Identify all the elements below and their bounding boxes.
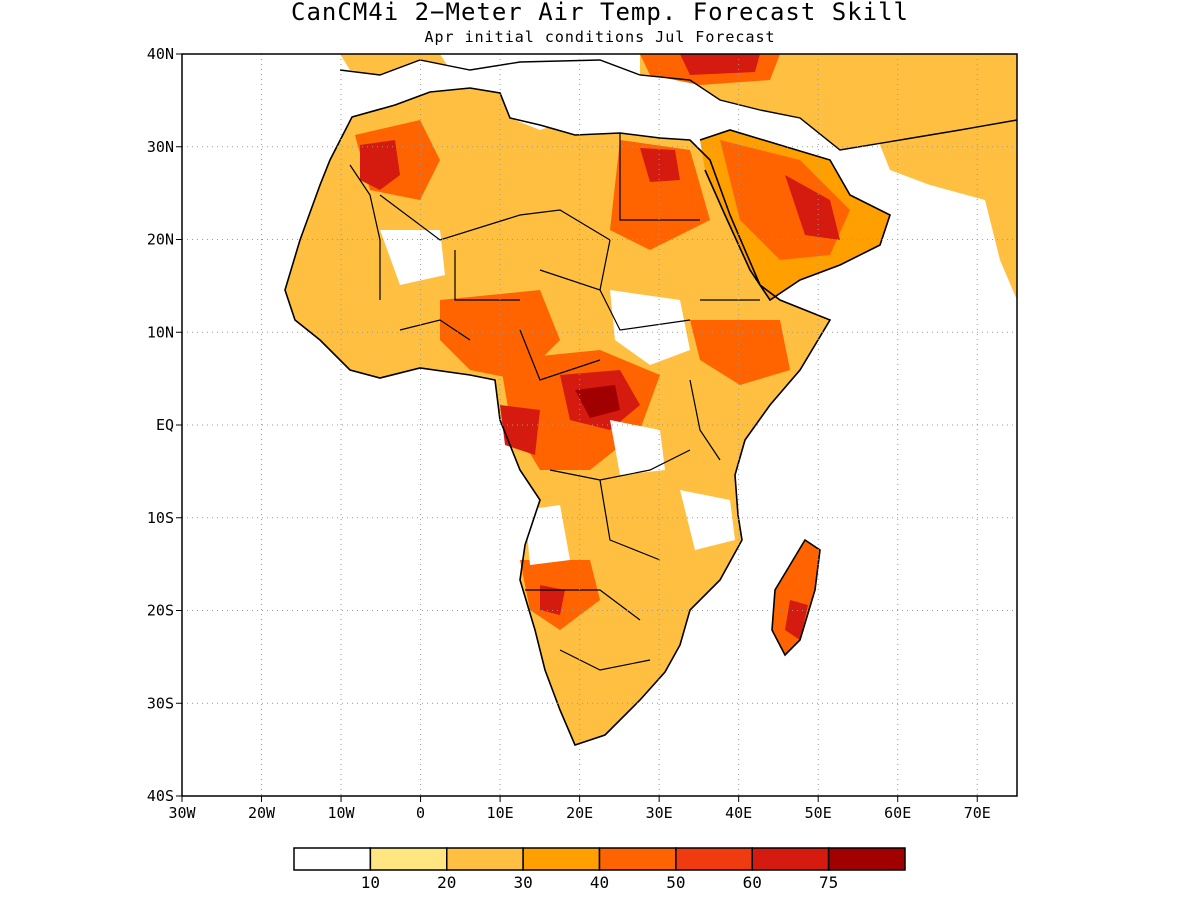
legend-swatch — [293, 847, 372, 871]
lon-label: 20W — [248, 804, 276, 822]
legend-swatch — [675, 847, 753, 871]
lat-label: 10N — [147, 323, 174, 341]
map-subtitle: Apr initial conditions Jul Forecast — [424, 28, 776, 46]
skill-patch — [360, 140, 400, 190]
country-borders — [349, 133, 760, 671]
skill-patch — [610, 140, 710, 250]
skill-patch — [680, 54, 760, 75]
arabia-coastline — [699, 129, 891, 302]
legend-label: 50 — [666, 873, 685, 892]
lon-label: 40E — [725, 804, 752, 822]
lon-label: 30W — [168, 804, 196, 822]
legend-swatch — [446, 847, 524, 871]
madagascar-fill — [772, 540, 820, 655]
lon-label: 50E — [805, 804, 832, 822]
legend-label: 30 — [513, 873, 532, 892]
legend-swatch — [751, 847, 830, 871]
skill-patch — [500, 405, 540, 455]
legend-swatch — [827, 847, 906, 871]
asia-fill — [870, 100, 1017, 300]
lat-label: 20N — [147, 231, 174, 249]
legend-label: 60 — [743, 873, 762, 892]
legend-label: 10 — [361, 873, 380, 892]
low-skill-patch — [610, 420, 665, 475]
lat-label: 40S — [147, 787, 174, 805]
low-skill-patch — [610, 290, 690, 365]
lon-label: 10W — [328, 804, 356, 822]
lon-label: 0 — [416, 804, 425, 822]
map-content — [284, 54, 1017, 746]
low-skill-patch — [525, 505, 570, 565]
low-skill-patch — [440, 54, 640, 130]
lon-label: 10E — [487, 804, 514, 822]
legend-label: 40 — [590, 873, 609, 892]
legend-swatch — [598, 847, 677, 871]
legend-label: 75 — [819, 873, 838, 892]
legend-swatch — [522, 847, 601, 871]
lon-label: 70E — [964, 804, 991, 822]
skill-patch — [690, 320, 790, 385]
lat-label: 10S — [147, 509, 174, 527]
skill-patch — [540, 585, 565, 615]
madagascar-coastline — [771, 538, 821, 657]
legend-swatch — [369, 847, 448, 871]
lat-label: 30N — [147, 138, 174, 156]
europe-coastline — [339, 59, 1017, 151]
lat-label: 40N — [147, 45, 174, 63]
lon-label: 20E — [566, 804, 593, 822]
skill-patch — [785, 175, 840, 240]
legend-label: 20 — [437, 873, 456, 892]
lon-label: 30E — [646, 804, 673, 822]
low-skill-patch — [380, 230, 445, 285]
lat-label: 20S — [147, 602, 174, 620]
map-title: CanCM4i 2−Meter Air Temp. Forecast Skill — [291, 0, 909, 26]
lon-label: 60E — [884, 804, 911, 822]
grid-lines — [182, 54, 1017, 796]
color-legend: 10 20 30 40 50 60 75 — [293, 847, 906, 892]
low-skill-patch — [680, 490, 735, 550]
lat-label: EQ — [156, 416, 174, 434]
skill-patch — [575, 385, 620, 418]
europe-fill — [340, 54, 1017, 150]
skill-patch — [640, 148, 680, 182]
lat-label: 30S — [147, 694, 174, 712]
